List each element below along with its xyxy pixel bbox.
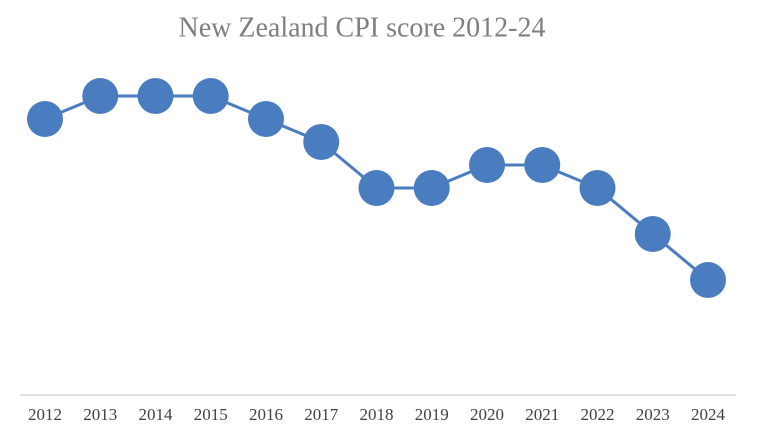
marker — [690, 262, 726, 298]
marker — [413, 170, 450, 206]
x-tick-label: 2015 — [194, 405, 228, 424]
chart-title: New Zealand CPI score 2012-24 — [178, 12, 545, 43]
x-tick-label: 2014 — [139, 405, 174, 424]
x-tick-label: 2024 — [691, 405, 726, 424]
x-tick-label: 2017 — [304, 405, 339, 424]
x-tick-label: 2013 — [83, 405, 117, 424]
marker — [579, 170, 616, 206]
x-tick-label: 2020 — [470, 405, 504, 424]
x-tick-label: 2023 — [636, 405, 670, 424]
x-tick-label: 2018 — [360, 405, 394, 424]
marker — [137, 78, 174, 114]
marker — [469, 147, 505, 183]
marker — [248, 101, 284, 137]
marker — [27, 101, 63, 137]
marker — [303, 124, 340, 160]
marker — [82, 78, 119, 114]
x-tick-label: 2022 — [581, 405, 615, 424]
marker — [192, 78, 229, 114]
marker — [634, 216, 671, 252]
x-tick-label: 2021 — [525, 405, 559, 424]
marker — [524, 147, 561, 183]
x-tick-label: 2019 — [415, 405, 449, 424]
marker — [358, 170, 395, 206]
x-tick-label: 2012 — [28, 405, 62, 424]
x-tick-label: 2016 — [249, 405, 283, 424]
